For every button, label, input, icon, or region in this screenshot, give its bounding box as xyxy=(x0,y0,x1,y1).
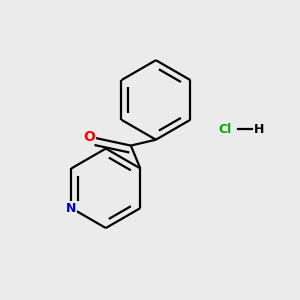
Text: O: O xyxy=(84,130,96,144)
Text: H: H xyxy=(254,123,264,136)
Text: Cl: Cl xyxy=(218,123,232,136)
Text: N: N xyxy=(66,202,76,215)
